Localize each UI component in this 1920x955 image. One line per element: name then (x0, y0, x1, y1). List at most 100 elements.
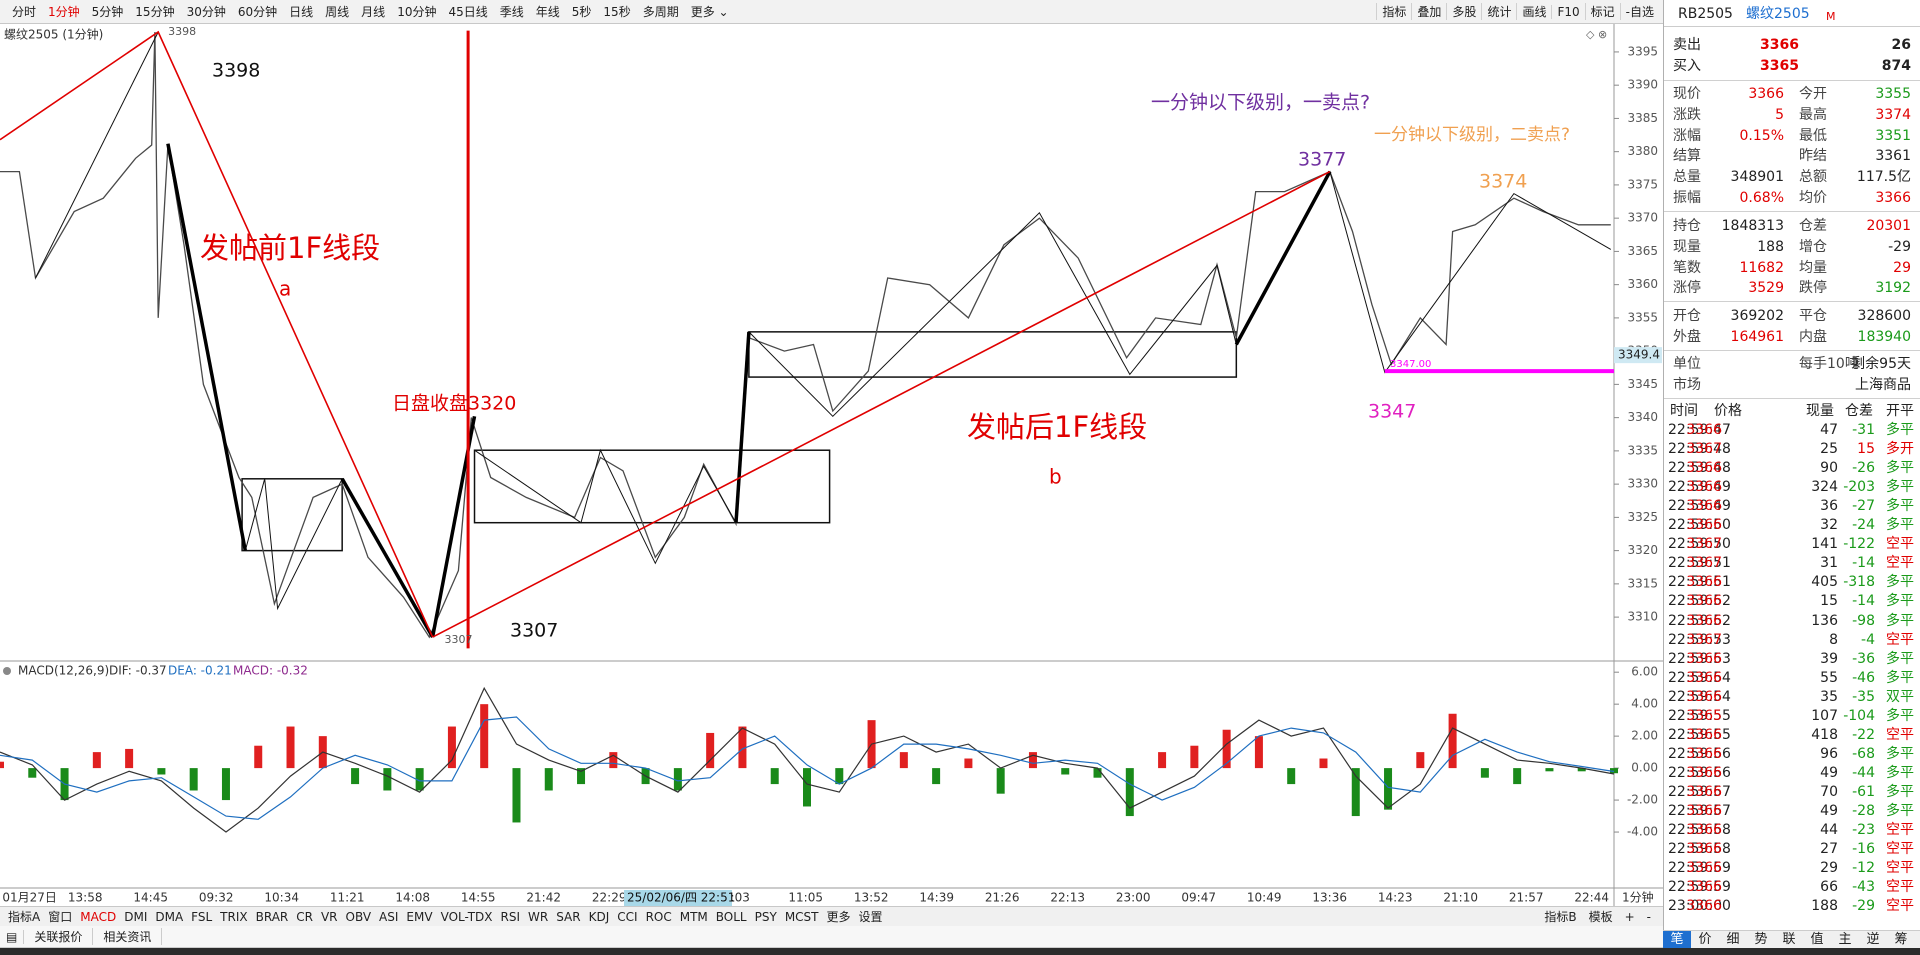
indicator-tab[interactable]: BOLL (715, 909, 747, 924)
period-tab[interactable]: 周线 (325, 5, 350, 19)
indicator-tab[interactable]: FSL (191, 909, 213, 924)
indicator-tab[interactable]: ASI (379, 909, 399, 924)
indicator-tab[interactable]: WR (528, 909, 549, 924)
macd-bar (1287, 768, 1296, 785)
period-tab[interactable]: 年线 (535, 5, 560, 19)
period-tab[interactable]: 15秒 (603, 5, 631, 19)
bottom-tab[interactable]: 相关资讯 (93, 928, 163, 945)
period-tab[interactable]: 1分钟 (48, 5, 80, 19)
indicator-tab[interactable]: - (1646, 909, 1651, 924)
macd-bar (673, 768, 682, 791)
tick-cell: 22:59:48 (1668, 460, 1731, 477)
tick-cell: 22:59:55 (1668, 726, 1731, 743)
period-tab[interactable]: 5秒 (571, 5, 592, 19)
order-volume: 26 (1891, 37, 1911, 53)
indicator-tab[interactable]: CR (296, 909, 313, 924)
indicator-tab[interactable]: BRAR (255, 909, 289, 924)
tick-cell: -23 (1852, 822, 1875, 839)
indicator-tab[interactable]: MCST (784, 909, 819, 924)
side-tab[interactable]: 势 (1754, 932, 1768, 947)
annotation: a (279, 277, 291, 301)
indicator-tab[interactable]: MACD (80, 909, 117, 924)
period-tabs: 分时 1分钟 5分钟 15分钟 30分钟 60分钟 日线 周线 月线 10分钟 45日线 季线 年线 5秒… (6, 0, 735, 23)
separator (1664, 301, 1920, 303)
indicator-tab[interactable]: 窗口 (48, 910, 73, 924)
tool-button[interactable]: 叠加 (1411, 3, 1446, 20)
indicator-tab[interactable]: 模板 (1588, 910, 1613, 924)
indicator-tab[interactable]: CCI (617, 909, 638, 924)
quote-label: 单位 (1673, 356, 1701, 372)
period-tab[interactable]: 10分钟 (397, 5, 437, 19)
side-tab[interactable]: 笔 (1663, 931, 1691, 949)
side-tabs: 笔价细势联值主逆筹 (1663, 930, 1920, 949)
indicator-tab[interactable]: TRIX (220, 909, 248, 924)
period-tab[interactable]: 季线 (499, 5, 524, 19)
tick-cell: 22:59:56 (1668, 745, 1731, 762)
tool-button[interactable]: 指标 (1376, 3, 1411, 20)
quote-label: 均价 (1799, 190, 1827, 206)
side-tab[interactable]: 逆 (1866, 932, 1880, 947)
indicator-tab[interactable]: PSY (754, 909, 777, 924)
indicator-tab[interactable]: EMV (406, 909, 433, 924)
tick-cell: 22:59:59 (1668, 879, 1731, 896)
tick-row: 22:59:52 3366 136 -98 多平 (1664, 612, 1920, 631)
indicator-tab[interactable]: + (1624, 909, 1635, 924)
tick-cell: -122 (1843, 536, 1875, 553)
tick-row: 22:59:49 3366 36 -27 多平 (1664, 497, 1920, 516)
tool-button[interactable]: F10 (1551, 4, 1584, 19)
macd-bar (996, 768, 1005, 794)
tool-button[interactable]: 画线 (1516, 3, 1551, 20)
indicator-tab[interactable]: 设置 (858, 910, 883, 924)
indicator-tab[interactable]: DMI (124, 909, 148, 924)
period-tab[interactable]: 更多 ⌄ (690, 5, 729, 19)
quote-label: 内盘 (1799, 328, 1827, 345)
side-tab[interactable]: 筹 (1894, 932, 1908, 947)
zigzag-line (748, 211, 1237, 418)
indicator-tab[interactable]: ROC (645, 909, 672, 924)
quote-label: 振幅 (1673, 190, 1701, 206)
tick-cell: 96 (1820, 745, 1838, 762)
y-tick-label: 3345 (1627, 377, 1658, 391)
period-tab[interactable]: 日线 (289, 5, 314, 19)
side-tab[interactable]: 价 (1698, 932, 1712, 947)
indicator-tab[interactable]: OBV (345, 909, 372, 924)
period-tab[interactable]: 分时 (12, 5, 37, 19)
indicator-tab[interactable]: 更多 (826, 910, 851, 924)
period-tab[interactable]: 5分钟 (91, 5, 124, 19)
indicator-tab[interactable]: 指标B (1544, 910, 1577, 924)
side-tab[interactable]: 细 (1726, 932, 1740, 947)
indicator-tab[interactable]: KDJ (588, 909, 610, 924)
tick-cell: 空平 (1886, 841, 1914, 858)
tick-row: 22:59:50 3366 32 -24 多平 (1664, 516, 1920, 535)
side-tab[interactable]: 值 (1810, 932, 1824, 947)
macd-bar (92, 752, 101, 769)
period-tab[interactable]: 月线 (361, 5, 386, 19)
indicator-tab[interactable]: 指标A (8, 910, 41, 924)
period-tab[interactable]: 60分钟 (237, 5, 278, 19)
tick-cell: 107 (1811, 707, 1838, 724)
indicator-tab[interactable]: VR (320, 909, 338, 924)
indicator-tab[interactable]: RSI (500, 909, 521, 924)
tool-button[interactable]: 标记 (1584, 3, 1620, 20)
period-tab[interactable]: 15分钟 (135, 5, 175, 19)
tool-button[interactable]: 统计 (1481, 3, 1516, 20)
tick-row: 22:59:57 3366 49 -28 多平 (1664, 802, 1920, 821)
tick-cell: 70 (1820, 783, 1838, 800)
period-tab[interactable]: 45日线 (448, 5, 488, 19)
indicator-tab[interactable]: MTM (679, 909, 708, 924)
tool-button[interactable]: -自选 (1619, 3, 1659, 20)
indicator-tab[interactable]: DMA (155, 909, 184, 924)
indicator-tab[interactable]: VOL-TDX (440, 909, 493, 924)
period-tab[interactable]: 30分钟 (186, 5, 226, 19)
tick-cell: 25 (1820, 441, 1838, 458)
macd-bar (351, 768, 360, 785)
side-tab[interactable]: 联 (1782, 932, 1796, 947)
tool-button[interactable]: 多股 (1446, 3, 1481, 20)
indicator-tab[interactable]: SAR (556, 909, 581, 924)
order-label: 买入 (1673, 58, 1701, 74)
period-tab[interactable]: 多周期 (642, 5, 679, 19)
bottom-tab[interactable]: 关联报价 (24, 928, 94, 945)
tick-cell: 22:59:57 (1668, 803, 1731, 819)
tick-cell: 3367 (1686, 536, 1722, 553)
side-tab[interactable]: 主 (1838, 932, 1852, 947)
